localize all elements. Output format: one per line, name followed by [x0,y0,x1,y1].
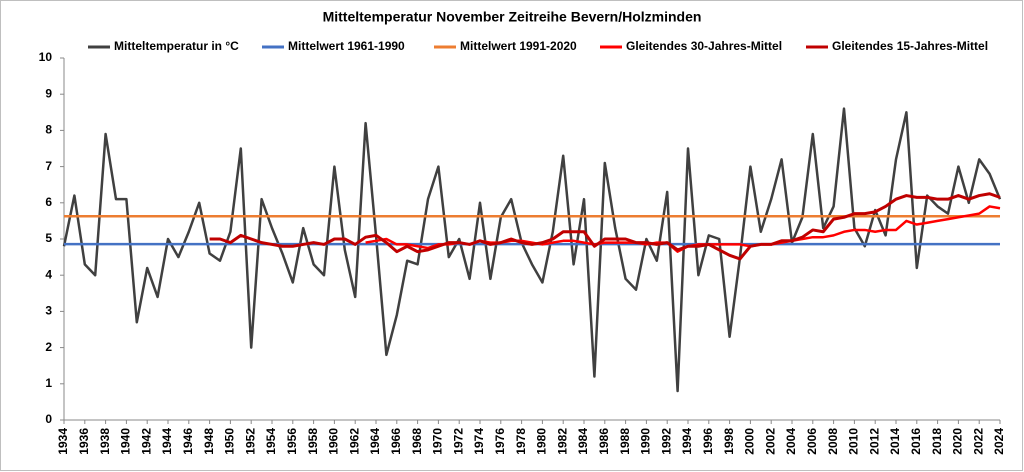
x-tick-label: 1988 [618,428,632,455]
series-line [62,107,1002,393]
y-tick-label: 5 [45,231,52,245]
legend-label: Gleitendes 30-Jahres-Mittel [626,39,782,53]
x-tick-label: 1962 [347,428,361,455]
x-tick-label: 2000 [743,428,757,455]
x-tick-label: 2014 [888,428,902,455]
x-tick-label: 1934 [56,428,70,455]
legend-label: Mittelwert 1991-2020 [460,39,577,53]
x-tick-label: 1970 [431,428,445,455]
x-tick-label: 1982 [555,428,569,455]
y-tick-label: 0 [45,412,52,426]
x-tick-label: 1944 [160,428,174,455]
x-tick-label: 1984 [576,428,590,455]
y-tick-label: 9 [45,86,52,100]
x-tick-label: 2012 [867,428,881,455]
x-tick-label: 1950 [223,428,237,455]
x-tick-label: 1976 [493,428,507,455]
x-tick-label: 1974 [472,428,486,455]
y-tick-label: 3 [45,304,52,318]
legend-label: Mitteltemperatur in °C [114,39,239,53]
x-tick-label: 2010 [847,428,861,455]
y-tick-label: 1 [45,376,52,390]
series-line [209,192,1001,261]
x-tick-label: 1948 [202,428,216,455]
y-tick-label: 8 [45,123,52,137]
legend-label: Gleitendes 15-Jahres-Mittel [832,39,988,53]
x-tick-label: 1952 [243,428,257,455]
x-tick-label: 2020 [951,428,965,455]
x-tick-label: 2004 [784,428,798,455]
x-tick-label: 1972 [451,428,465,455]
x-tick-label: 2022 [971,428,985,455]
x-tick-label: 1986 [597,428,611,455]
x-tick-label: 2002 [763,428,777,455]
x-tick-label: 1990 [639,428,653,455]
x-tick-label: 1954 [264,428,278,455]
legend-label: Mittelwert 1961-1990 [288,39,405,53]
x-tick-label: 1994 [680,428,694,455]
x-tick-label: 1946 [181,428,195,455]
x-tick-label: 2024 [992,428,1006,455]
x-tick-label: 2006 [805,428,819,455]
x-tick-label: 1960 [327,428,341,455]
x-tick-label: 1936 [77,428,91,455]
y-tick-label: 4 [45,267,52,281]
x-tick-label: 1940 [119,428,133,455]
x-tick-label: 1964 [368,428,382,455]
x-tick-label: 1938 [98,428,112,455]
y-tick-label: 6 [45,195,52,209]
x-tick-label: 1980 [535,428,549,455]
y-tick-label: 10 [39,50,53,64]
x-tick-label: 2008 [826,428,840,455]
y-tick-label: 2 [45,340,52,354]
chart-title: Mitteltemperatur November Zeitreihe Beve… [323,9,702,25]
x-tick-label: 2018 [930,428,944,455]
x-tick-label: 1968 [410,428,424,455]
x-tick-label: 1992 [659,428,673,455]
y-tick-label: 7 [45,159,52,173]
x-tick-label: 1966 [389,428,403,455]
x-tick-label: 2016 [909,428,923,455]
x-tick-label: 1996 [701,428,715,455]
x-tick-label: 1958 [306,428,320,455]
x-tick-label: 1942 [139,428,153,455]
x-tick-label: 1998 [722,428,736,455]
x-tick-label: 1978 [514,428,528,455]
x-tick-label: 1956 [285,428,299,455]
